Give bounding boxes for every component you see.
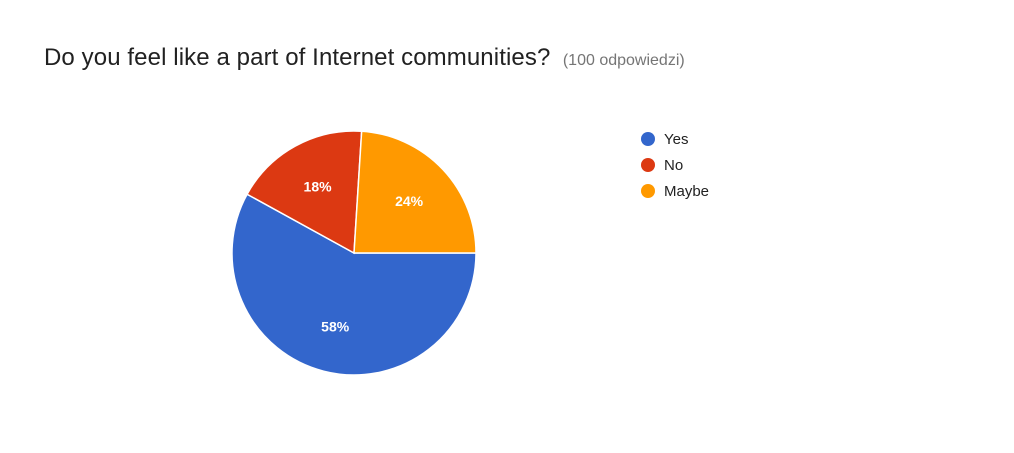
legend-item-maybe[interactable]: Maybe [641,183,709,200]
slice-label-yes: 58% [321,318,350,334]
legend-label-maybe: Maybe [664,183,709,200]
response-count: (100 odpowiedzi) [562,52,685,69]
legend-item-yes[interactable]: Yes [641,131,688,148]
legend-label-no: No [664,157,683,174]
legend-swatch-maybe [641,184,655,198]
legend-swatch-no [641,158,655,172]
chart-header: Do you feel like a part of Internet comm… [44,44,685,72]
pie-slice-no[interactable] [246,130,363,255]
legend-swatch-yes [641,132,655,146]
legend-item-no[interactable]: No [641,157,683,174]
slice-label-no: 18% [304,179,333,195]
pie-slice-maybe[interactable] [353,130,477,254]
question-title: Do you feel like a part of Internet comm… [44,44,551,71]
slice-label-maybe: 24% [395,193,424,209]
pie-slice-yes[interactable] [231,193,477,376]
legend-label-yes: Yes [664,131,688,148]
